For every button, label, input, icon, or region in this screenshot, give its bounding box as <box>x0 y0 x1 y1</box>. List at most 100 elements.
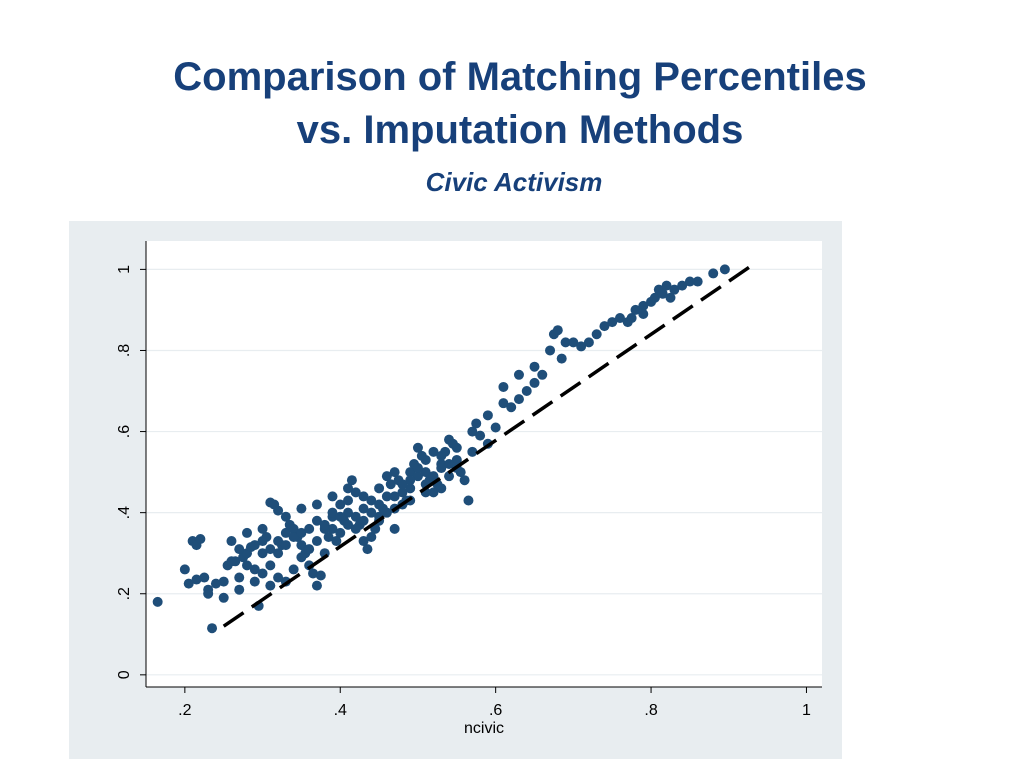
data-point <box>389 523 400 534</box>
data-point <box>234 584 245 595</box>
data-point <box>471 418 482 429</box>
data-point <box>265 580 276 591</box>
data-point <box>397 487 408 498</box>
data-point <box>374 499 385 510</box>
data-point <box>366 495 377 506</box>
data-point <box>677 280 688 291</box>
data-point <box>420 454 431 465</box>
data-point <box>273 572 284 583</box>
data-point <box>521 386 532 397</box>
data-point <box>661 280 672 291</box>
data-point <box>381 471 392 482</box>
data-point <box>556 353 567 364</box>
data-point <box>362 544 373 555</box>
y-tick-label: 1 <box>116 265 133 274</box>
y-tick-label: .6 <box>116 425 133 438</box>
data-point <box>444 459 455 469</box>
chart-panel: 0 .2 .4 .6 .8 1 .2 .4 .6 .8 1 ncivic <box>69 221 842 759</box>
data-point <box>381 507 392 518</box>
data-point <box>257 568 268 579</box>
data-point <box>311 580 322 591</box>
data-point <box>412 463 423 474</box>
data-point <box>327 491 338 502</box>
data-point <box>626 313 637 324</box>
data-point <box>273 536 284 547</box>
data-point <box>389 491 400 502</box>
data-point <box>719 264 730 275</box>
data-point <box>265 544 276 555</box>
data-point <box>218 576 229 587</box>
data-point <box>311 515 322 526</box>
data-point <box>358 503 369 514</box>
data-point <box>381 491 392 502</box>
data-point <box>350 523 361 534</box>
x-axis-ticks: .2 .4 .6 .8 1 <box>178 687 811 719</box>
data-point <box>226 536 237 547</box>
data-point <box>552 325 563 336</box>
data-point <box>226 556 237 567</box>
data-point <box>385 479 396 490</box>
data-point <box>296 527 307 538</box>
data-point <box>576 341 587 352</box>
data-point <box>490 422 501 433</box>
data-point <box>599 321 610 332</box>
x-tick-label: .4 <box>334 702 347 719</box>
data-point <box>304 523 315 534</box>
data-point <box>296 540 307 551</box>
data-point <box>207 623 218 634</box>
chart-title-line-1: Comparison of Matching Percentiles <box>173 55 867 99</box>
y-axis-ticks: 0 .2 .4 .6 .8 1 <box>116 265 146 679</box>
scatter-chart: 0 .2 .4 .6 .8 1 .2 .4 .6 .8 1 ncivic <box>116 241 822 737</box>
data-point <box>242 527 253 538</box>
data-point <box>467 446 478 457</box>
x-tick-label: 1 <box>802 702 811 719</box>
data-point <box>374 483 385 494</box>
data-point <box>335 499 346 510</box>
data-point <box>692 276 703 287</box>
data-point <box>708 268 719 279</box>
data-point <box>420 467 431 478</box>
data-point <box>366 531 377 542</box>
data-point <box>152 596 163 607</box>
data-point <box>179 564 190 575</box>
data-point <box>545 345 556 356</box>
data-point <box>343 507 354 518</box>
data-point <box>451 442 462 453</box>
data-point <box>273 548 284 559</box>
data-point <box>280 527 291 538</box>
data-point <box>529 377 540 388</box>
data-point <box>311 536 322 547</box>
data-point <box>327 523 338 534</box>
data-point <box>358 491 369 502</box>
data-point <box>405 467 416 478</box>
data-point <box>331 536 342 547</box>
data-point <box>436 463 447 474</box>
data-point <box>304 544 315 555</box>
data-point <box>568 337 579 348</box>
data-point <box>630 304 641 315</box>
data-point <box>451 454 462 465</box>
data-point <box>350 511 361 522</box>
data-point <box>482 410 493 421</box>
data-point <box>234 572 245 583</box>
data-point <box>288 531 299 542</box>
data-point <box>638 300 649 311</box>
x-tick-label: .2 <box>178 702 191 719</box>
y-tick-label: 0 <box>116 670 133 679</box>
data-point <box>249 564 260 575</box>
data-point <box>428 487 439 498</box>
data-point <box>308 568 319 579</box>
data-point <box>183 578 194 589</box>
data-point <box>343 519 354 530</box>
data-point <box>280 540 291 551</box>
data-point <box>657 288 668 299</box>
data-point <box>319 519 330 530</box>
data-point <box>591 329 602 340</box>
data-point <box>265 560 276 571</box>
data-point <box>498 381 509 392</box>
data-point <box>311 499 322 510</box>
data-point <box>428 471 439 482</box>
data-point <box>513 394 524 405</box>
data-point <box>323 531 334 542</box>
